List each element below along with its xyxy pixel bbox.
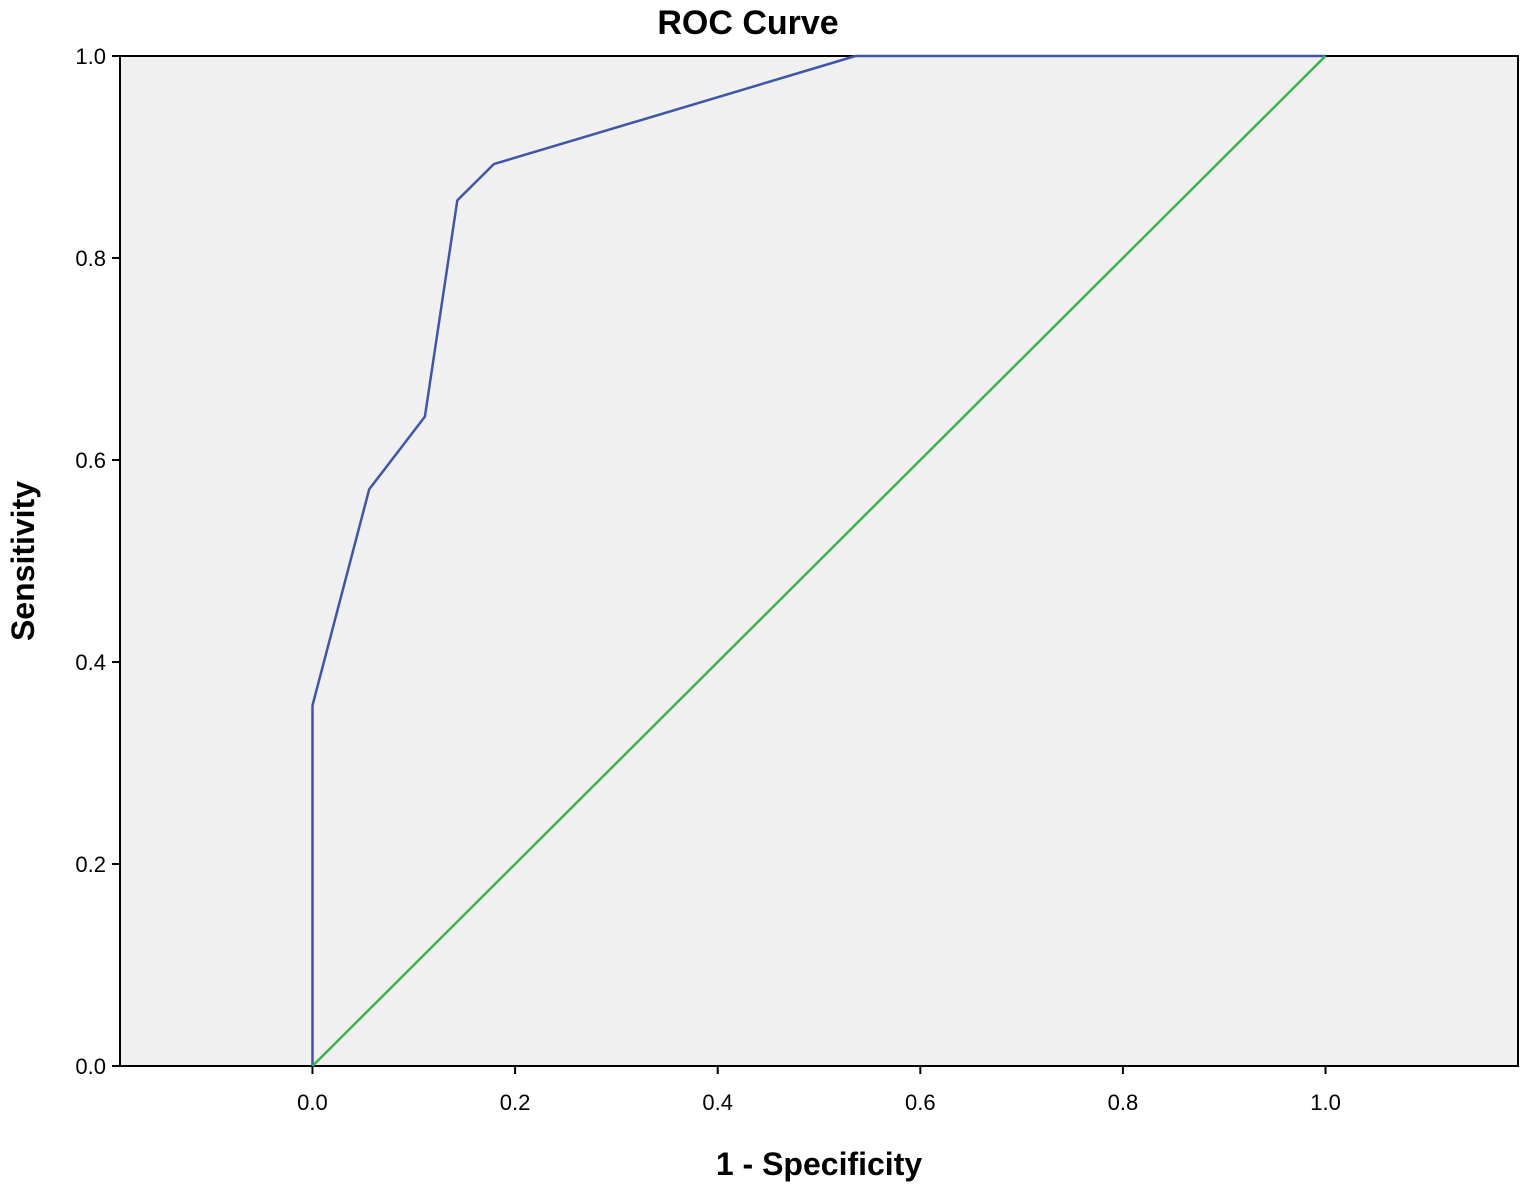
y-tick-label: 0.8 (75, 246, 106, 271)
roc-curve-line (311, 54, 1326, 1066)
x-tick-label: 0.4 (702, 1090, 733, 1115)
x-tick-label: 0.2 (500, 1090, 531, 1115)
y-axis-ticks: 0.0 0.2 0.4 0.6 0.8 1.0 (75, 44, 120, 1079)
y-tick-label: 0.0 (75, 1054, 106, 1079)
x-axis-title: 1 - Specificity (716, 1146, 923, 1182)
y-tick-label: 0.6 (75, 448, 106, 473)
x-tick-label: 0.8 (1108, 1090, 1139, 1115)
y-axis-title: Sensitivity (5, 481, 41, 641)
x-axis-ticks: 0.0 0.2 0.4 0.6 0.8 1.0 (297, 1066, 1341, 1115)
y-tick-label: 0.4 (75, 650, 106, 675)
reference-diagonal-line (311, 55, 1327, 1067)
y-tick-label: 0.2 (75, 852, 106, 877)
x-tick-label: 1.0 (1310, 1090, 1341, 1115)
x-tick-label: 0.6 (905, 1090, 936, 1115)
x-tick-label: 0.0 (297, 1090, 328, 1115)
chart-title: ROC Curve (657, 4, 838, 42)
series-group (311, 54, 1327, 1067)
y-tick-label: 1.0 (75, 44, 106, 69)
